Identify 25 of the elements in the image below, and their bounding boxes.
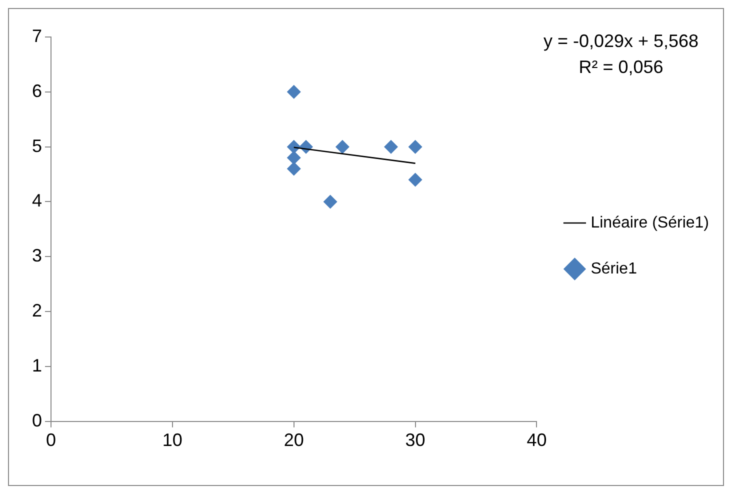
y-tick-label: 6: [32, 80, 42, 101]
x-tick-label: 10: [162, 430, 182, 450]
y-tick-label: 0: [32, 410, 42, 430]
x-tick-label: 40: [526, 430, 547, 450]
point: [384, 140, 398, 154]
y-tick-label: 4: [32, 190, 42, 211]
point: [335, 140, 350, 154]
y-tick-label: 1: [32, 355, 42, 376]
point: [286, 84, 301, 99]
text: y = -0,029x + 5,568: [543, 30, 699, 51]
legend-label: Série1: [590, 260, 638, 278]
y-tick-label: 5: [32, 136, 42, 156]
text: R² = 0,056: [578, 56, 664, 77]
y-tick-label: 2: [32, 300, 42, 321]
point: [408, 172, 422, 187]
y-tick-label: 7: [32, 26, 42, 46]
y-tick-label: 3: [32, 246, 42, 266]
point: [323, 194, 338, 209]
point: [408, 140, 422, 154]
x-tick-label: 30: [405, 430, 426, 450]
x-tick-label: 20: [284, 430, 304, 450]
point: [286, 150, 301, 165]
legend-label: Linéaire (Série1): [590, 214, 709, 232]
x-tick-label: 0: [46, 430, 56, 450]
point: [286, 162, 301, 176]
